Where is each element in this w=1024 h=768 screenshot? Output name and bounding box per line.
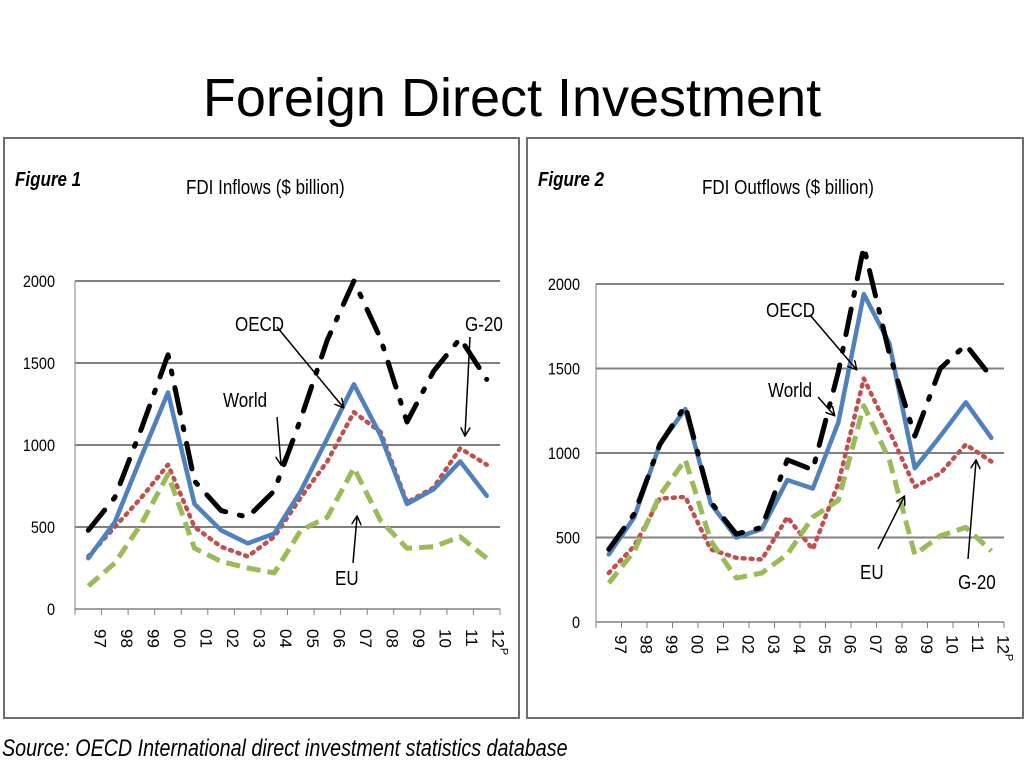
y-tick-label: 1500 — [23, 355, 55, 373]
x-tick-label: 04 — [276, 629, 295, 648]
x-tick-label: 11 — [462, 629, 481, 647]
figure-2-chart: 0 500 1000 1500 2000 97 98 99 00 01 02 03 04 05 06 07 08… — [548, 244, 1014, 661]
annotation-arrow — [809, 314, 856, 369]
x-tick-label: 06 — [840, 635, 859, 654]
annotation-arrow — [877, 497, 904, 550]
annotation-arrow — [967, 461, 976, 560]
annotation-oecd-label: OECD — [766, 299, 815, 322]
x-tick-label: 99 — [662, 635, 681, 654]
y-tick-label: 500 — [31, 519, 55, 537]
x-tick-label: 12P — [993, 635, 1014, 661]
x-tick-label: 98 — [636, 635, 655, 654]
x-tick-label: 11 — [968, 635, 987, 653]
x-tick-label: 08 — [891, 635, 910, 654]
series-eu-line — [606, 403, 993, 585]
x-tick-label: 00 — [170, 629, 189, 648]
x-tick-label: 09 — [917, 635, 936, 654]
annotation-world-label: World — [768, 379, 812, 402]
x-tick-label: 99 — [143, 629, 162, 648]
annotation-eu-label: EU — [860, 561, 884, 584]
x-tick-superscript: P — [1002, 654, 1014, 661]
figure-2-label: Figure 2 — [538, 169, 605, 191]
x-tick-label: 04 — [789, 635, 808, 654]
x-tick-label: 07 — [356, 629, 375, 648]
annotation-arrow — [353, 517, 357, 564]
annotation-g20-label: G-20 — [465, 313, 503, 336]
y-tick-label: 1000 — [548, 445, 580, 463]
y-tick-label: 0 — [572, 614, 580, 632]
figure-1-panel: Figure 1 FDI Inflows ($ billion) 0 500 100… — [3, 137, 520, 719]
x-tick-label: 07 — [866, 635, 885, 654]
x-tick-label: 01 — [713, 635, 732, 654]
source-note: Source: OECD International direct invest… — [2, 735, 568, 762]
x-tick-label: 02 — [223, 629, 242, 648]
x-tick-label: 00 — [687, 635, 706, 654]
annotation-world-label: World — [223, 389, 267, 412]
annotation-oecd-label: OECD — [235, 313, 284, 336]
annotation-eu-label: EU — [335, 567, 359, 590]
figure-1-label: Figure 1 — [15, 169, 82, 191]
y-tick-label: 2000 — [548, 276, 580, 294]
x-tick-label: 09 — [409, 629, 428, 648]
annotation-arrow — [817, 396, 834, 415]
y-tick-label: 1000 — [23, 437, 55, 455]
x-tick-label: 02 — [738, 635, 757, 654]
x-tick-label: 01 — [197, 629, 216, 648]
figure-1-title: FDI Inflows ($ billion) — [186, 177, 345, 199]
slide-title: Foreign Direct Investment — [202, 68, 822, 128]
x-tick-label: 03 — [250, 629, 269, 648]
series-g20-line — [606, 244, 994, 552]
series-g20-line — [85, 278, 490, 533]
x-tick-label: 98 — [117, 629, 136, 648]
y-tick-label: 2000 — [23, 273, 55, 291]
x-tick-label: 05 — [815, 635, 834, 654]
series-world-line — [86, 409, 489, 559]
series-oecd-line — [86, 382, 489, 561]
figure-2-title: FDI Outflows ($ billion) — [702, 177, 874, 199]
annotation-arrow — [465, 336, 471, 435]
x-tick-label: 03 — [764, 635, 783, 654]
x-tick-label: 06 — [329, 629, 348, 648]
series-world-line — [606, 376, 994, 576]
x-tick-label: 05 — [303, 629, 322, 648]
annotation-g20-label: G-20 — [958, 571, 996, 594]
figure-1-chart: 0 500 1000 1500 2000 97 98 99 00 01 02 03 04 05 06 07 08… — [23, 273, 510, 655]
x-tick-label: 97 — [611, 635, 630, 654]
series-oecd-line — [606, 291, 994, 557]
x-tick-label: 12P — [489, 629, 510, 655]
x-tick-label: 10 — [942, 635, 961, 654]
x-tick-label: 97 — [90, 629, 109, 648]
y-tick-label: 1500 — [548, 360, 580, 378]
figure-2-panel: Figure 2 FDI Outflows ($ billion) 0 500 10… — [526, 137, 1024, 719]
series-eu-line — [86, 465, 489, 588]
y-tick-label: 500 — [556, 529, 580, 547]
x-tick-superscript: P — [498, 648, 510, 655]
annotation-arrow — [276, 326, 343, 407]
x-tick-label: 10 — [436, 629, 455, 648]
annotation-arrow — [277, 416, 281, 464]
x-tick-label: 08 — [382, 629, 401, 648]
y-tick-label: 0 — [47, 601, 55, 619]
